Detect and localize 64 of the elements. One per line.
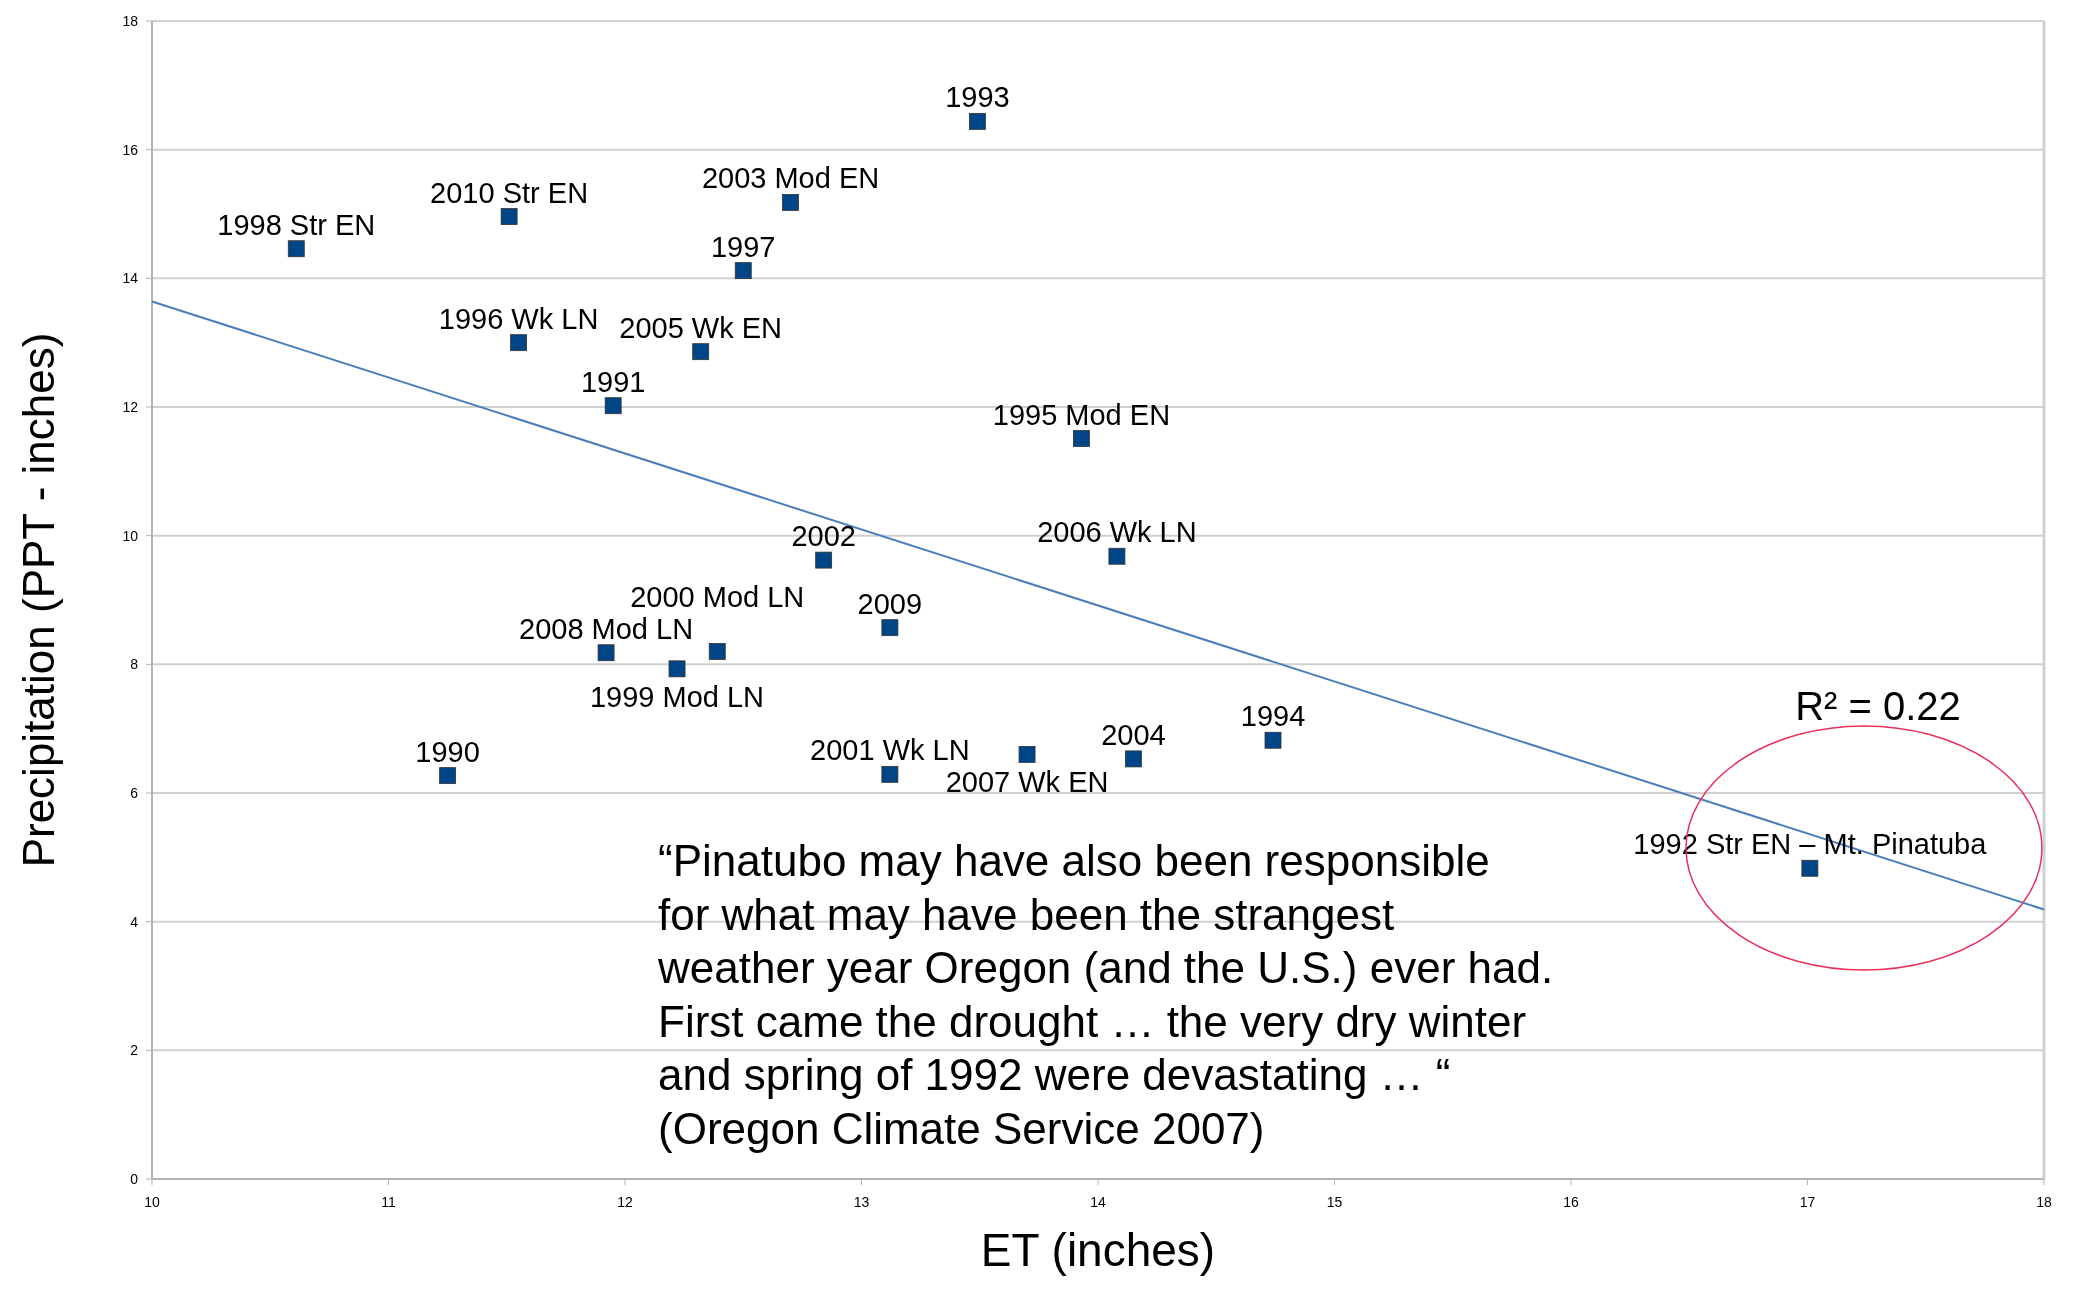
point: [708, 643, 726, 660]
annotation: 2002: [791, 520, 856, 553]
annotation: R² = 0.22: [1795, 684, 1961, 728]
point: [439, 767, 457, 785]
annotation: 1996 Wk LN: [438, 302, 599, 335]
annotation: 2010 Str EN: [430, 176, 589, 209]
point: [968, 112, 986, 130]
y-tick-label: 8: [130, 656, 139, 673]
annotation: 2009: [857, 587, 923, 620]
y-tick-label: 6: [130, 784, 139, 801]
annotation: 2003 Mod EN: [701, 162, 880, 195]
y-tick-label: 4: [130, 913, 139, 930]
annotation: 2007 Wk EN: [945, 766, 1109, 799]
y-tick-label: 16: [122, 141, 139, 158]
point: [881, 619, 899, 637]
point: [500, 208, 518, 225]
y-tick-label: 10: [122, 527, 139, 544]
point: [1018, 746, 1036, 763]
point: [1125, 750, 1142, 768]
point: [510, 334, 527, 352]
annotation: 2008 Mod LN: [519, 612, 694, 645]
annotation: 1999 Mod LN: [589, 680, 765, 713]
annotation: 1993: [945, 81, 1010, 114]
y-tick-label: 14: [122, 270, 139, 287]
x-tick-label: 12: [617, 1194, 633, 1210]
annotation: 2004: [1101, 718, 1166, 751]
y-tick-label: 2: [130, 1042, 139, 1059]
point: [287, 240, 305, 258]
annotation: 1994: [1240, 700, 1306, 733]
annotation: 2005 Wk EN: [619, 311, 783, 344]
point: [881, 765, 899, 783]
point: [597, 644, 615, 662]
x-tick-label: 11: [381, 1194, 396, 1210]
x-tick-label: 14: [1090, 1194, 1106, 1210]
point: [1108, 547, 1126, 565]
point: [1073, 430, 1090, 447]
x-axis-title: ET (inches): [980, 1224, 1216, 1276]
point: [782, 194, 799, 211]
x-tick-label: 15: [1326, 1194, 1343, 1210]
point: [692, 343, 710, 361]
annotation: 2000 Mod LN: [630, 581, 805, 614]
y-axis-title: Precipitation (PPT - inches): [14, 332, 63, 868]
x-tick-label: 16: [1563, 1194, 1579, 1210]
annotation: 2001 Wk LN: [810, 734, 970, 767]
annotation: 1990: [415, 735, 480, 768]
annotation: 1998 Str EN: [217, 208, 376, 241]
x-tick-label: 13: [853, 1194, 870, 1210]
point: [815, 551, 833, 569]
point: [1801, 859, 1819, 877]
point: [734, 262, 752, 280]
point: [1264, 731, 1282, 749]
y-tick-label: 0: [130, 1170, 139, 1187]
point: [604, 397, 622, 415]
point: [668, 660, 686, 678]
annotation: 2006 Wk LN: [1037, 516, 1197, 549]
x-tick-label: 17: [1799, 1194, 1816, 1210]
annotation: “Pinatubo may have also been responsible for what may have been the strangest weather year Oregon (and the U.S.) ever had. First came the drought … the very dry winter and spring of 1992 were devastating … “ (Oregon Climate Service 2007): [657, 836, 1554, 1153]
x-tick-label: 18: [2036, 1194, 2052, 1210]
x-tick-label: 10: [144, 1194, 160, 1210]
annotation: 1995 Mod EN: [992, 398, 1171, 431]
y-tick-label: 12: [122, 398, 139, 415]
y-tick-label: 18: [122, 12, 139, 29]
annotation: 1997: [710, 230, 776, 263]
annotation: 1991: [580, 365, 646, 398]
